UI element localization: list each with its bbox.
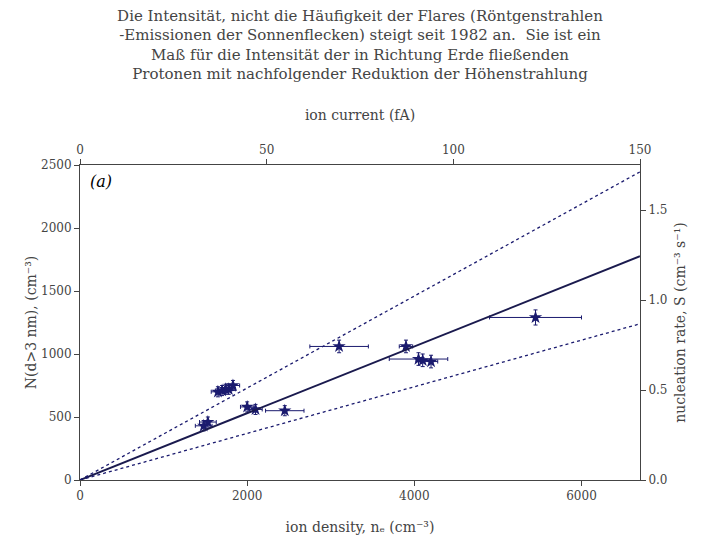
- svg-text:500: 500: [49, 410, 72, 424]
- svg-text:0: 0: [64, 473, 72, 487]
- svg-text:50: 50: [259, 143, 274, 157]
- svg-text:100: 100: [442, 143, 465, 157]
- svg-text:2000: 2000: [232, 489, 263, 503]
- svg-text:2000: 2000: [41, 221, 72, 235]
- svg-text:0: 0: [76, 143, 84, 157]
- svg-text:Die Intensität, nicht die Häuf: Die Intensität, nicht die Häufigkeit der…: [117, 7, 603, 84]
- svg-text:1.0: 1.0: [648, 293, 667, 307]
- svg-text:4000: 4000: [399, 489, 430, 503]
- svg-text:N(d>3 nm), (cm⁻³): N(d>3 nm), (cm⁻³): [23, 256, 39, 389]
- svg-text:ion density, nₑ (cm⁻³): ion density, nₑ (cm⁻³): [286, 519, 435, 535]
- svg-text:2500: 2500: [41, 158, 72, 172]
- svg-text:0: 0: [76, 489, 84, 503]
- svg-text:150: 150: [629, 143, 652, 157]
- svg-text:0.5: 0.5: [648, 383, 667, 397]
- svg-text:1000: 1000: [41, 347, 72, 361]
- svg-text:(a): (a): [90, 172, 112, 191]
- svg-text:ion current (fA): ion current (fA): [305, 107, 415, 123]
- svg-text:1.5: 1.5: [648, 203, 667, 217]
- svg-text:0.0: 0.0: [648, 473, 667, 487]
- svg-text:6000: 6000: [566, 489, 597, 503]
- svg-text:nucleation rate, S (cm⁻³ s⁻¹): nucleation rate, S (cm⁻³ s⁻¹): [672, 222, 688, 423]
- svg-text:1500: 1500: [41, 284, 72, 298]
